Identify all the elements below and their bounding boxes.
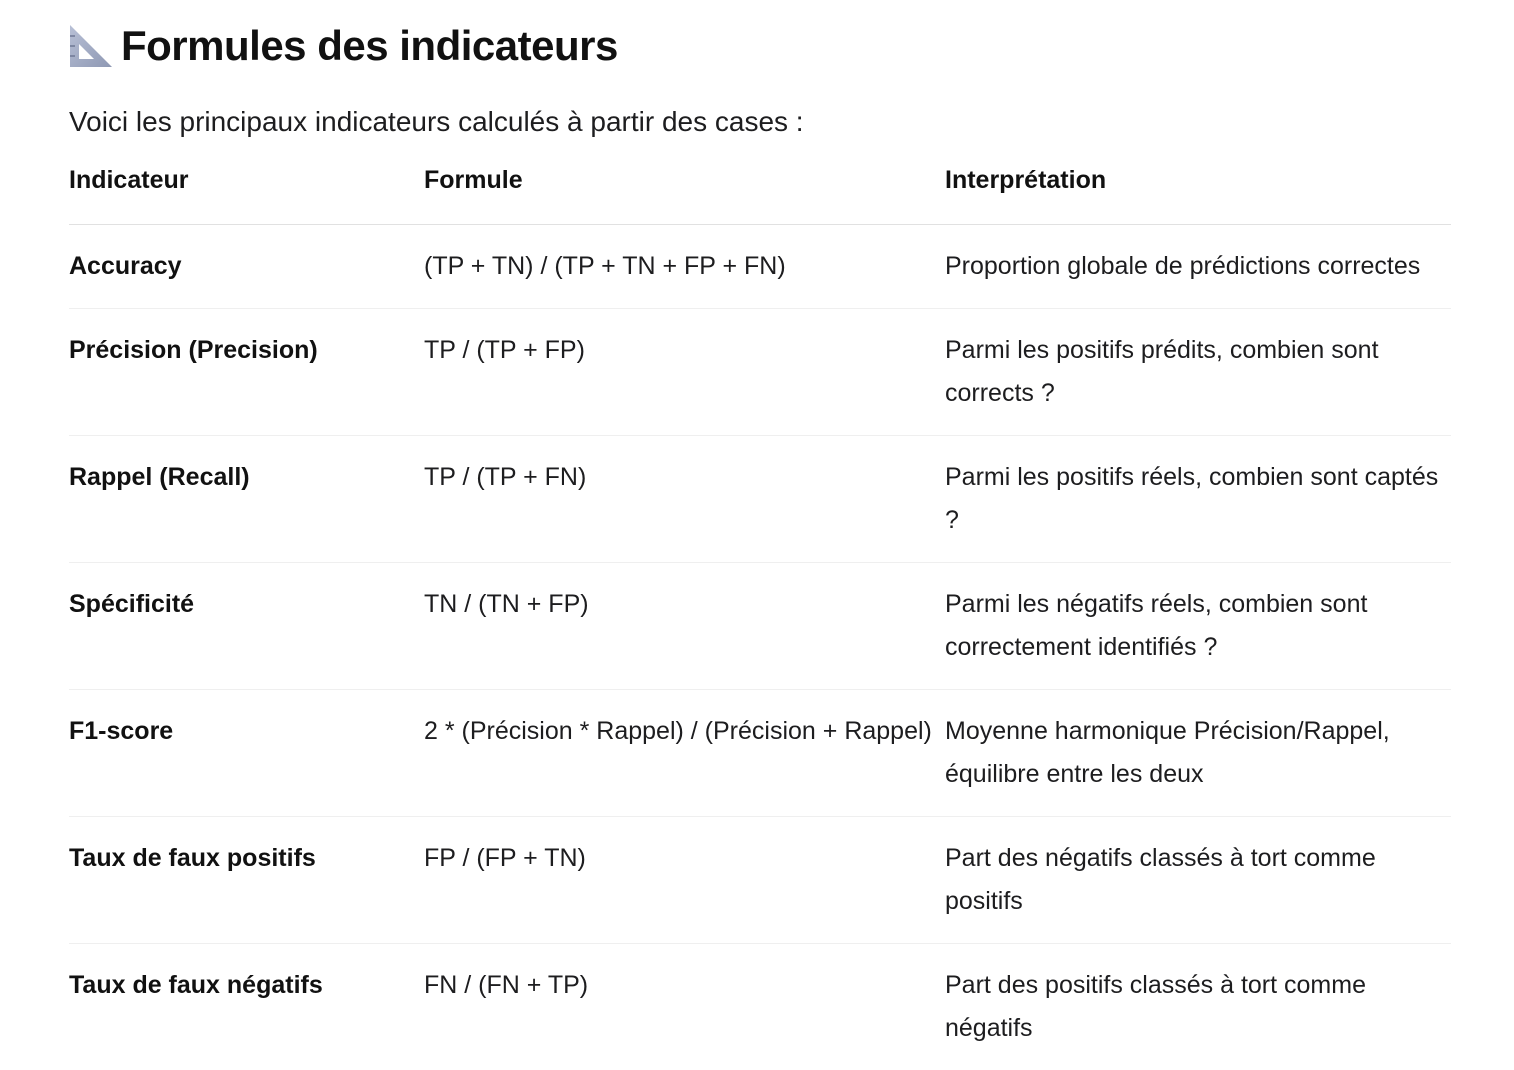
indicator-name: Taux de faux positifs xyxy=(69,817,424,944)
triangular-ruler-icon xyxy=(69,24,113,68)
intro-text: Voici les principaux indicateurs calculé… xyxy=(69,102,1451,142)
indicator-name: Accuracy xyxy=(69,225,424,309)
column-header-indicateur: Indicateur xyxy=(69,166,424,225)
indicator-formula: FP / (FP + TN) xyxy=(424,817,945,944)
table-row: Précision (Precision) TP / (TP + FP) Par… xyxy=(69,309,1451,436)
indicator-interpretation: Part des positifs classés à tort comme n… xyxy=(945,944,1451,1070)
table-row: Rappel (Recall) TP / (TP + FN) Parmi les… xyxy=(69,436,1451,563)
indicator-formula: TP / (TP + FN) xyxy=(424,436,945,563)
table-row: Accuracy (TP + TN) / (TP + TN + FP + FN)… xyxy=(69,225,1451,309)
column-header-formule: Formule xyxy=(424,166,945,225)
indicator-name: Rappel (Recall) xyxy=(69,436,424,563)
indicator-name: Spécificité xyxy=(69,563,424,690)
indicator-interpretation: Proportion globale de prédictions correc… xyxy=(945,225,1451,309)
page-title: Formules des indicateurs xyxy=(121,22,618,70)
indicator-formula: FN / (FN + TP) xyxy=(424,944,945,1070)
indicator-interpretation: Parmi les positifs réels, combien sont c… xyxy=(945,436,1451,563)
table-row: F1-score 2 * (Précision * Rappel) / (Pré… xyxy=(69,690,1451,817)
indicator-formula: TN / (TN + FP) xyxy=(424,563,945,690)
table-row: Spécificité TN / (TN + FP) Parmi les nég… xyxy=(69,563,1451,690)
indicator-interpretation: Parmi les positifs prédits, combien sont… xyxy=(945,309,1451,436)
indicator-name: Taux de faux négatifs xyxy=(69,944,424,1070)
table-row: Taux de faux négatifs FN / (FN + TP) Par… xyxy=(69,944,1451,1070)
column-header-interpretation: Interprétation xyxy=(945,166,1451,225)
indicator-interpretation: Part des négatifs classés à tort comme p… xyxy=(945,817,1451,944)
table-row: Taux de faux positifs FP / (FP + TN) Par… xyxy=(69,817,1451,944)
indicator-formula: (TP + TN) / (TP + TN + FP + FN) xyxy=(424,225,945,309)
indicators-table: Indicateur Formule Interprétation Accura… xyxy=(69,166,1451,1070)
indicator-name: F1-score xyxy=(69,690,424,817)
indicator-interpretation: Moyenne harmonique Précision/Rappel, équ… xyxy=(945,690,1451,817)
indicator-name: Précision (Precision) xyxy=(69,309,424,436)
indicator-formula: TP / (TP + FP) xyxy=(424,309,945,436)
heading-row: Formules des indicateurs xyxy=(69,0,1451,92)
indicator-formula: 2 * (Précision * Rappel) / (Précision + … xyxy=(424,690,945,817)
indicator-interpretation: Parmi les négatifs réels, combien sont c… xyxy=(945,563,1451,690)
table-header-row: Indicateur Formule Interprétation xyxy=(69,166,1451,225)
